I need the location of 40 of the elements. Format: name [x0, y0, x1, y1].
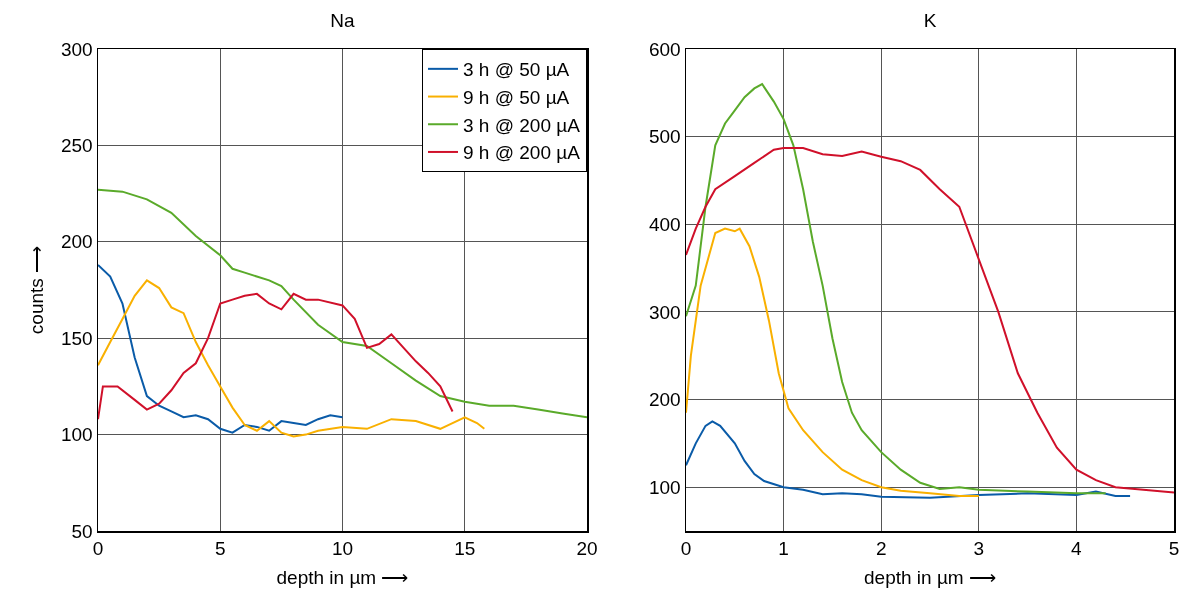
chart-title: Na: [330, 10, 356, 32]
line-series: [686, 227, 980, 497]
y-tick-label: 400: [649, 213, 681, 235]
legend-label: 3 h @ 50 µA: [463, 59, 570, 81]
legend-label: 9 h @ 200 µA: [463, 142, 581, 164]
y-tick-label: 300: [649, 301, 681, 323]
line-series: [686, 83, 1107, 495]
legend-label: 9 h @ 50 µA: [463, 86, 570, 108]
x-tick-label: 3: [973, 538, 985, 560]
legend-label: 3 h @ 200 µA: [463, 114, 581, 136]
x-tick-label: 15: [454, 538, 476, 560]
y-axis-title: counts ⟶: [26, 245, 48, 335]
line-series: [686, 147, 1174, 494]
y-tick-label: 50: [71, 520, 93, 542]
x-tick-label: 0: [92, 538, 104, 560]
y-tick-label: 500: [649, 126, 681, 148]
y-tick-label: 250: [61, 135, 93, 157]
line-series: [98, 263, 344, 434]
line-series: [98, 292, 454, 421]
x-tick-label: 20: [576, 538, 598, 560]
y-tick-label: 600: [649, 38, 681, 60]
x-tick-label: 0: [680, 538, 692, 560]
line-series: [686, 420, 1132, 499]
line-series: [98, 188, 587, 419]
x-tick-label: 5: [1168, 538, 1180, 560]
x-axis-title: depth in µm ⟶: [864, 566, 996, 588]
y-tick-label: 100: [649, 476, 681, 498]
x-tick-label: 10: [331, 538, 354, 560]
y-tick-label: 200: [61, 231, 93, 253]
x-tick-label: 2: [875, 538, 887, 560]
y-tick-label: 100: [61, 424, 93, 446]
y-tick-label: 150: [61, 327, 93, 349]
x-tick-label: 4: [1071, 538, 1083, 560]
x-tick-label: 5: [214, 538, 226, 560]
y-tick-label: 300: [61, 38, 93, 60]
line-series: [98, 279, 486, 438]
y-tick-label: 200: [649, 389, 681, 411]
x-tick-label: 1: [778, 538, 789, 560]
x-axis-title: depth in µm ⟶: [276, 566, 409, 588]
chart-title: K: [923, 10, 937, 32]
